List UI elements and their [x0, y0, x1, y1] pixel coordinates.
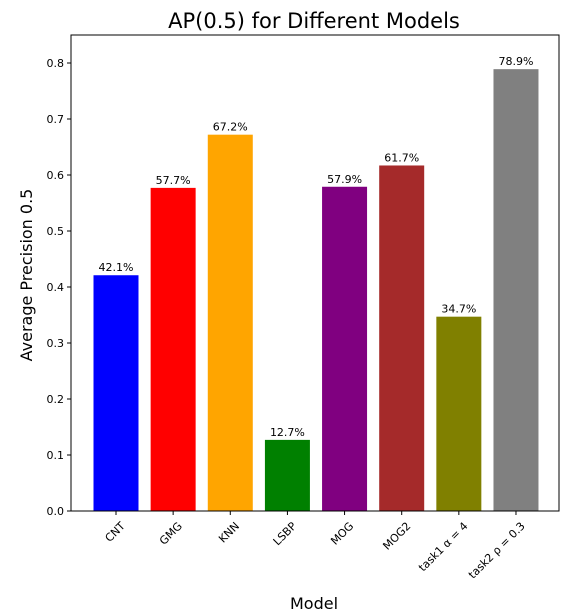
y-tick-label: 0.4: [47, 281, 65, 294]
x-tick-label: LSBP: [271, 519, 300, 548]
y-tick-label: 0.5: [47, 225, 65, 238]
x-tick-label: task2 ρ = 0.3: [466, 520, 528, 582]
y-tick-label: 0.7: [47, 113, 65, 126]
data-label: 57.9%: [327, 173, 362, 186]
data-label: 34.7%: [441, 303, 476, 316]
chart-title: AP(0.5) for Different Models: [168, 9, 460, 33]
data-label: 61.7%: [384, 151, 419, 164]
data-label: 78.9%: [499, 55, 534, 68]
data-label: 57.7%: [156, 174, 191, 187]
bar: [94, 275, 139, 511]
bars-layer: 42.1% 57.7% 67.2% 12.7% 57.9% 61.7% 34.7% 78.9%: [94, 55, 539, 511]
bar: [265, 440, 310, 511]
data-label: 12.7%: [270, 426, 305, 439]
x-tick-label: GMG: [157, 520, 185, 548]
y-tick-label: 0.6: [47, 169, 65, 182]
bar: [151, 188, 196, 511]
x-tick-label: task1 α = 4: [416, 520, 471, 575]
data-label: 42.1%: [99, 261, 134, 274]
bar: [493, 69, 538, 511]
x-tick-label: MOG2: [380, 520, 413, 553]
data-label: 67.2%: [213, 121, 248, 134]
y-tick-label: 0.0: [47, 505, 65, 518]
y-tick-label: 0.2: [47, 393, 65, 406]
y-axis-label: Average Precision 0.5: [17, 189, 36, 362]
y-tick-label: 0.3: [47, 337, 65, 350]
x-tick-label: CNT: [103, 519, 128, 544]
y-tick-label: 0.8: [47, 57, 65, 70]
y-tick-label: 0.1: [47, 449, 65, 462]
x-axis-label: Model: [290, 594, 338, 613]
bar: [322, 187, 367, 511]
bar: [379, 165, 424, 511]
bar: [208, 135, 253, 511]
plot-frame: [71, 35, 559, 511]
x-tick-label: KNN: [216, 520, 242, 546]
bar: [436, 317, 481, 511]
x-tick-label: MOG: [328, 520, 356, 548]
